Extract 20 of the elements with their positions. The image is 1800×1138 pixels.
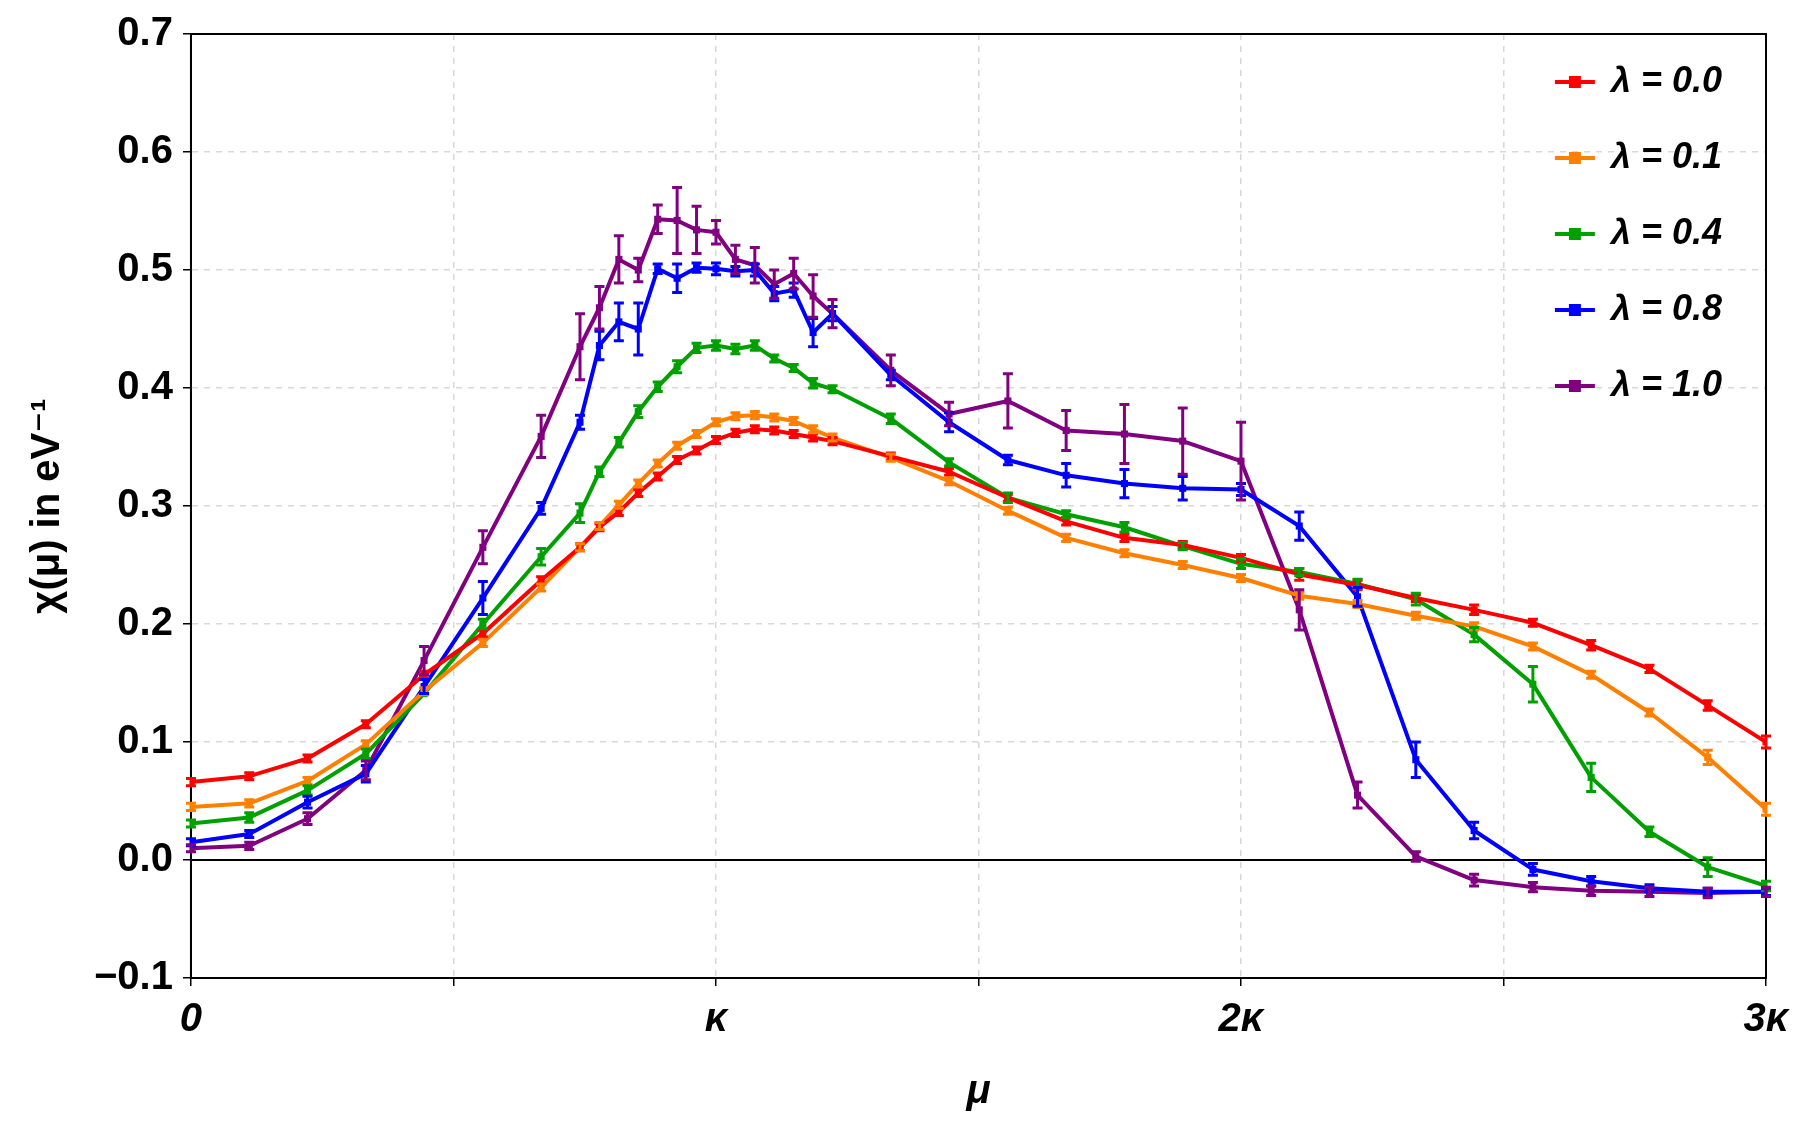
legend-label: λ = 1.0 — [1608, 362, 1722, 404]
legend-label: λ = 0.8 — [1608, 286, 1722, 328]
x-tick-label: 2κ — [1217, 995, 1266, 1040]
y-axis-title: χ(μ) in eV⁻¹ — [23, 398, 68, 614]
x-axis-title: μ — [965, 1067, 991, 1112]
x-tick-label: 3κ — [1743, 995, 1791, 1040]
x-tick-label: κ — [704, 995, 730, 1040]
y-tick-label: 0.6 — [117, 127, 173, 172]
legend-label: λ = 0.4 — [1608, 210, 1722, 252]
y-tick-label: 0.0 — [117, 835, 173, 880]
y-tick-label: 0.1 — [117, 717, 173, 762]
y-tick-label: 0.4 — [117, 363, 174, 408]
y-tick-label: 0.2 — [117, 599, 173, 644]
x-tick-label: 0 — [179, 995, 203, 1040]
legend-label: λ = 0.0 — [1608, 58, 1722, 100]
y-tick-label: 0.7 — [117, 9, 173, 54]
y-tick-label: 0.5 — [117, 245, 173, 290]
y-tick-label: −0.1 — [94, 953, 173, 998]
y-tick-label: 0.3 — [117, 481, 173, 526]
legend-label: λ = 0.1 — [1608, 134, 1722, 176]
